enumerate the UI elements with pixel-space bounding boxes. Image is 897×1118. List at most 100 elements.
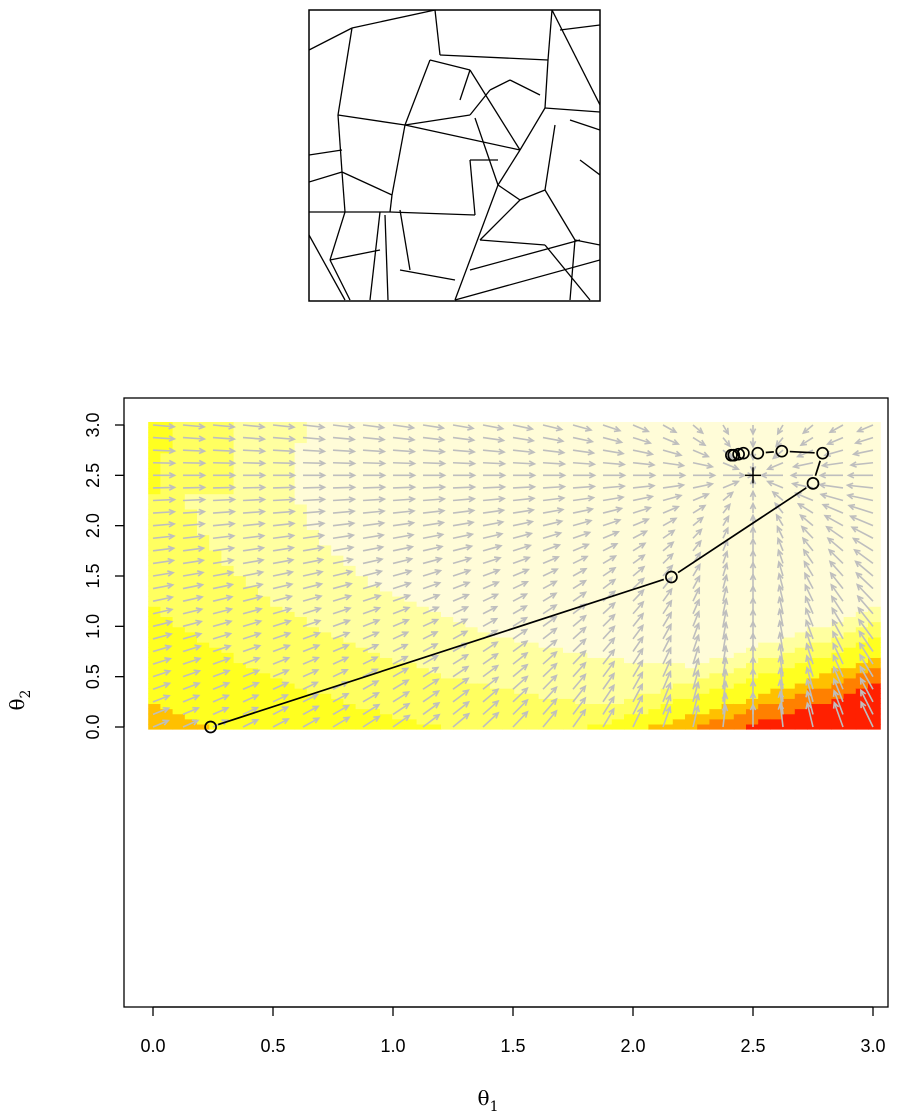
heat-cell <box>441 483 454 490</box>
heat-cell <box>453 488 466 495</box>
heat-cell <box>636 478 649 484</box>
heat-cell <box>636 498 649 505</box>
heat-cell <box>587 519 601 525</box>
gradient-arrow <box>512 519 535 527</box>
heat-cell <box>807 677 820 684</box>
heat-cell <box>355 560 369 566</box>
heat-cell <box>172 462 186 469</box>
heat-cell <box>563 647 576 653</box>
heat-cell <box>380 662 393 669</box>
heat-cell <box>380 565 393 571</box>
heat-cell <box>807 703 820 710</box>
gradient-arrow <box>272 484 297 491</box>
heat-cell <box>709 575 723 582</box>
heat-cell <box>624 718 637 725</box>
gradient-arrow <box>572 708 587 728</box>
heat-cell <box>294 611 308 618</box>
gradient-arrow <box>572 555 589 565</box>
heat-cell <box>453 585 466 592</box>
heat-cell <box>648 575 662 582</box>
heat-cell <box>807 524 820 531</box>
heat-cell <box>770 652 784 658</box>
heat-cell <box>575 693 588 699</box>
heat-cell <box>831 682 845 689</box>
heat-cell <box>770 544 784 551</box>
gradient-arrow <box>452 665 470 678</box>
heat-cell <box>197 462 210 469</box>
heat-cell <box>648 672 662 679</box>
heat-cell <box>172 452 186 459</box>
heat-cell <box>843 575 857 582</box>
heat-cell <box>258 575 271 582</box>
heat-cell <box>697 688 710 694</box>
heat-cell <box>258 693 271 699</box>
heat-cell <box>624 688 637 694</box>
gradient-arrow <box>662 541 675 552</box>
gradient-arrow <box>152 447 177 455</box>
heat-cell <box>477 636 491 643</box>
heat-cell <box>233 642 247 648</box>
heat-cell <box>197 514 210 520</box>
heat-cell <box>733 555 747 561</box>
heat-cell <box>733 723 747 730</box>
heat-cell <box>392 432 405 438</box>
gradient-arrow <box>602 460 627 468</box>
gradient-arrow <box>831 618 844 640</box>
heat-cell <box>233 662 247 669</box>
heat-cell <box>575 457 588 464</box>
gradient-arrow <box>272 694 290 703</box>
gradient-arrow <box>512 698 529 715</box>
heat-cell <box>453 514 466 520</box>
heat-cell <box>441 595 454 602</box>
heat-cell <box>672 498 686 505</box>
path-point <box>725 448 738 462</box>
heat-cell <box>209 503 222 510</box>
heat-cell <box>611 468 625 474</box>
heat-cell <box>331 498 344 505</box>
heat-cell <box>587 462 601 469</box>
heat-cell <box>575 713 588 720</box>
gradient-arrow <box>692 680 701 703</box>
heat-cell <box>721 544 735 551</box>
heat-cell <box>428 442 442 449</box>
heat-cell <box>782 524 796 531</box>
heat-cell <box>209 590 222 597</box>
heat-cell <box>660 498 674 505</box>
gradient-arrow <box>272 594 294 602</box>
heat-cell <box>282 621 296 628</box>
heat-cell <box>502 539 515 546</box>
y-tick-label: 1.5 <box>83 563 103 588</box>
heat-cell <box>843 688 857 694</box>
heat-cell <box>331 698 344 705</box>
path-point <box>737 446 750 460</box>
heat-cell <box>819 570 832 577</box>
heat-cell <box>807 688 820 694</box>
gradient-arrow <box>332 508 356 515</box>
heat-cell <box>599 549 613 556</box>
heat-cell <box>709 447 723 454</box>
heat-cell <box>770 488 784 495</box>
heat-cell <box>416 452 430 459</box>
tess-edge <box>341 171 393 196</box>
heat-cell <box>148 718 161 725</box>
heat-cell <box>843 524 857 531</box>
gradient-arrow <box>771 490 784 502</box>
heat-cell <box>575 657 588 664</box>
heat-cell <box>197 570 210 577</box>
heat-cell <box>221 503 235 510</box>
heat-cell <box>221 662 235 669</box>
heat-cell <box>807 549 820 556</box>
heat-cell <box>306 488 320 495</box>
heat-cell <box>794 626 808 633</box>
heat-cell <box>148 652 161 658</box>
heat-cell <box>197 621 210 628</box>
heat-cell <box>660 427 674 433</box>
gradient-arrow <box>851 537 874 552</box>
heat-cell <box>599 555 613 561</box>
heat-cell <box>306 432 320 438</box>
heat-cell <box>392 503 405 510</box>
heat-cell <box>502 555 515 561</box>
heat-cell <box>270 503 283 510</box>
heat-cell <box>245 524 259 531</box>
heat-cell <box>672 688 686 694</box>
